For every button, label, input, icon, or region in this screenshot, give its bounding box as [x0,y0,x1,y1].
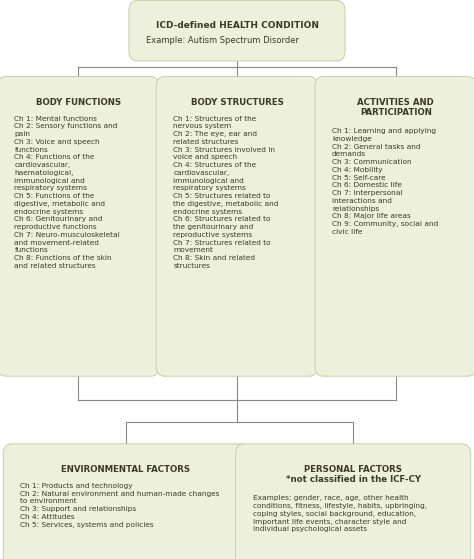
Text: Ch 1: Learning and applying
knowledge
Ch 2: General tasks and
demands
Ch 3: Comm: Ch 1: Learning and applying knowledge Ch… [332,128,438,235]
Text: BODY FUNCTIONS: BODY FUNCTIONS [36,98,121,107]
Text: Ch 1: Mental functions
Ch 2: Sensory functions and
pain
Ch 3: Voice and speech
f: Ch 1: Mental functions Ch 2: Sensory fun… [15,116,120,269]
FancyBboxPatch shape [236,444,471,559]
FancyBboxPatch shape [0,77,159,376]
Text: ENVIRONMENTAL FACTORS: ENVIRONMENTAL FACTORS [61,465,190,474]
FancyBboxPatch shape [156,77,318,376]
Text: ICD-defined HEALTH CONDITION: ICD-defined HEALTH CONDITION [155,21,319,30]
Text: Examples: gender, race, age, other health
conditions, fitness, lifestyle, habits: Examples: gender, race, age, other healt… [253,495,427,532]
FancyBboxPatch shape [129,1,345,61]
Text: BODY STRUCTURES: BODY STRUCTURES [191,98,283,107]
FancyBboxPatch shape [315,77,474,376]
Text: Example: Autism Spectrum Disorder: Example: Autism Spectrum Disorder [146,36,299,45]
Text: Ch 1: Structures of the
nervous system
Ch 2: The eye, ear and
related structures: Ch 1: Structures of the nervous system C… [173,116,279,269]
FancyBboxPatch shape [3,444,248,559]
Text: PERSONAL FACTORS
*not classified in the ICF-CY: PERSONAL FACTORS *not classified in the … [286,465,420,485]
Text: ACTIVITIES AND
PARTICIPATION: ACTIVITIES AND PARTICIPATION [357,98,434,117]
Text: Ch 1: Products and technology
Ch 2: Natural environment and human-made changes
t: Ch 1: Products and technology Ch 2: Natu… [20,483,220,528]
